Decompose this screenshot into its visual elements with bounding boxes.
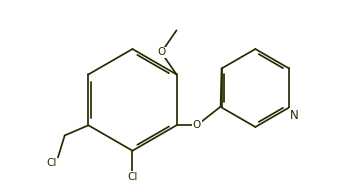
Text: Cl: Cl (47, 158, 57, 168)
Text: O: O (193, 120, 201, 130)
Text: O: O (157, 47, 165, 57)
Text: Cl: Cl (127, 172, 138, 182)
Text: N: N (290, 109, 299, 122)
